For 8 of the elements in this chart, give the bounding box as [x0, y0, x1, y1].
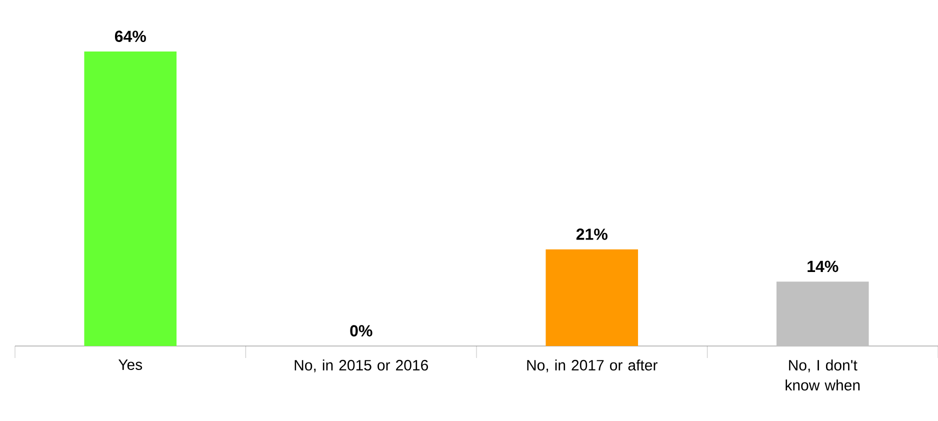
x-tick-label: No, in 2017 or after: [527, 360, 658, 372]
data-label: 0%: [350, 325, 372, 336]
x-tick-label: No, I don't know when: [786, 360, 860, 391]
data-label: 64%: [114, 30, 146, 42]
x-tick-label: Yes: [118, 360, 142, 370]
x-tick-label: No, in 2015 or 2016: [294, 360, 428, 372]
data-label: 21%: [576, 228, 608, 240]
data-label: 14%: [808, 260, 838, 272]
